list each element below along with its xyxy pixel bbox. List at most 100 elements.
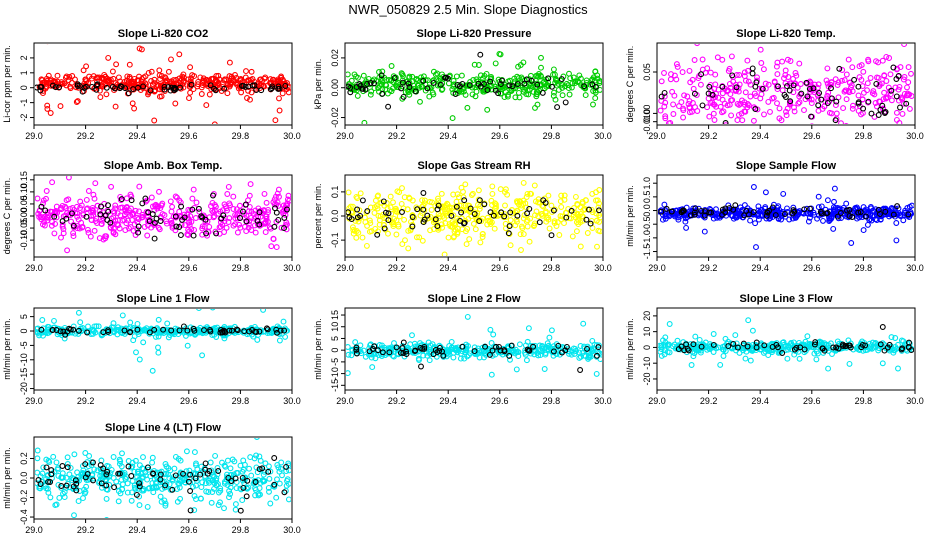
x-tick-label: 29.0: [336, 263, 354, 273]
data-point: [420, 190, 427, 196]
data-point: [232, 506, 239, 513]
data-point: [201, 327, 207, 334]
data-point: [744, 57, 751, 64]
data-point: [243, 68, 249, 75]
data-point: [129, 489, 135, 496]
data-point: [112, 231, 119, 238]
data-point: [762, 80, 769, 87]
y-tick-label: -0.4: [19, 509, 29, 525]
data-point: [691, 57, 698, 63]
data-point: [72, 76, 78, 83]
data-point: [371, 147, 376, 152]
data-point: [711, 117, 718, 123]
x-tick-label: 30.0: [906, 131, 924, 141]
data-point: [506, 352, 513, 359]
data-point: [662, 113, 669, 120]
data-point: [35, 455, 41, 462]
data-point: [698, 9, 703, 14]
data-point: [129, 463, 136, 470]
data-point: [803, 205, 810, 212]
data-point: [255, 490, 262, 497]
data-point: [359, 197, 366, 204]
data-point: [221, 505, 227, 512]
data-point: [62, 212, 69, 219]
data-point: [72, 477, 79, 484]
data-point: [118, 469, 125, 476]
data-point: [576, 72, 583, 79]
data-point: [887, 91, 894, 98]
data-point: [815, 102, 822, 109]
data-point: [673, 61, 680, 68]
data-point: [42, 207, 49, 214]
data-point: [44, 102, 51, 109]
data-point: [66, 325, 73, 332]
data-point: [232, 501, 239, 508]
data-point: [149, 82, 156, 89]
x-tick-label: 29.4: [128, 263, 146, 273]
data-point: [387, 204, 394, 211]
data-point: [116, 225, 123, 232]
data-point: [784, 355, 791, 362]
data-point: [112, 205, 119, 212]
data-point: [904, 205, 911, 211]
data-point: [385, 346, 392, 353]
y-tick-label: 20: [642, 311, 652, 321]
data-point: [355, 229, 362, 236]
data-point: [534, 350, 541, 357]
data-point: [269, 136, 274, 141]
data-point: [159, 200, 166, 207]
data-point: [65, 176, 72, 181]
data-point: [74, 98, 81, 105]
data-point: [426, 357, 433, 364]
data-point: [535, 213, 542, 220]
data-point: [679, 69, 686, 76]
data-point: [149, 480, 156, 487]
data-point: [466, 236, 473, 243]
data-point: [58, 234, 64, 241]
y-tick-label: 0.0: [19, 472, 29, 485]
data-point: [741, 69, 748, 76]
data-point: [281, 489, 288, 496]
data-point: [555, 342, 562, 349]
data-point: [848, 82, 855, 89]
data-point: [91, 195, 98, 202]
data-point: [731, 344, 738, 351]
data-point: [437, 81, 444, 88]
data-point: [155, 344, 161, 351]
data-point: [561, 196, 568, 203]
data-point: [367, 350, 374, 357]
data-point: [275, 464, 282, 471]
data-point: [151, 326, 158, 333]
data-point: [887, 344, 894, 351]
data-point: [364, 81, 371, 87]
data-point: [400, 93, 407, 100]
data-point: [451, 233, 458, 240]
data-points: [35, 438, 291, 518]
data-point: [242, 83, 249, 90]
data-point: [187, 479, 194, 486]
data-point: [188, 81, 195, 88]
data-point: [281, 225, 287, 232]
data-point: [888, 334, 895, 341]
data-point: [551, 71, 558, 78]
data-point: [74, 83, 81, 89]
data-point: [856, 74, 863, 81]
data-point: [265, 463, 272, 470]
data-point: [805, 218, 812, 225]
data-point: [104, 517, 109, 518]
data-point: [448, 338, 455, 345]
data-point: [502, 202, 508, 209]
data-point: [81, 490, 88, 497]
data-point: [752, 220, 759, 227]
data-point: [61, 335, 68, 342]
data-point: [457, 217, 464, 224]
data-point: [421, 216, 428, 223]
data-point: [115, 498, 122, 505]
data-point: [520, 215, 527, 222]
data-point: [406, 74, 413, 81]
data-point: [859, 214, 866, 221]
data-point: [54, 466, 61, 473]
data-point: [124, 480, 131, 487]
data-point: [401, 216, 408, 223]
data-point: [45, 457, 52, 464]
